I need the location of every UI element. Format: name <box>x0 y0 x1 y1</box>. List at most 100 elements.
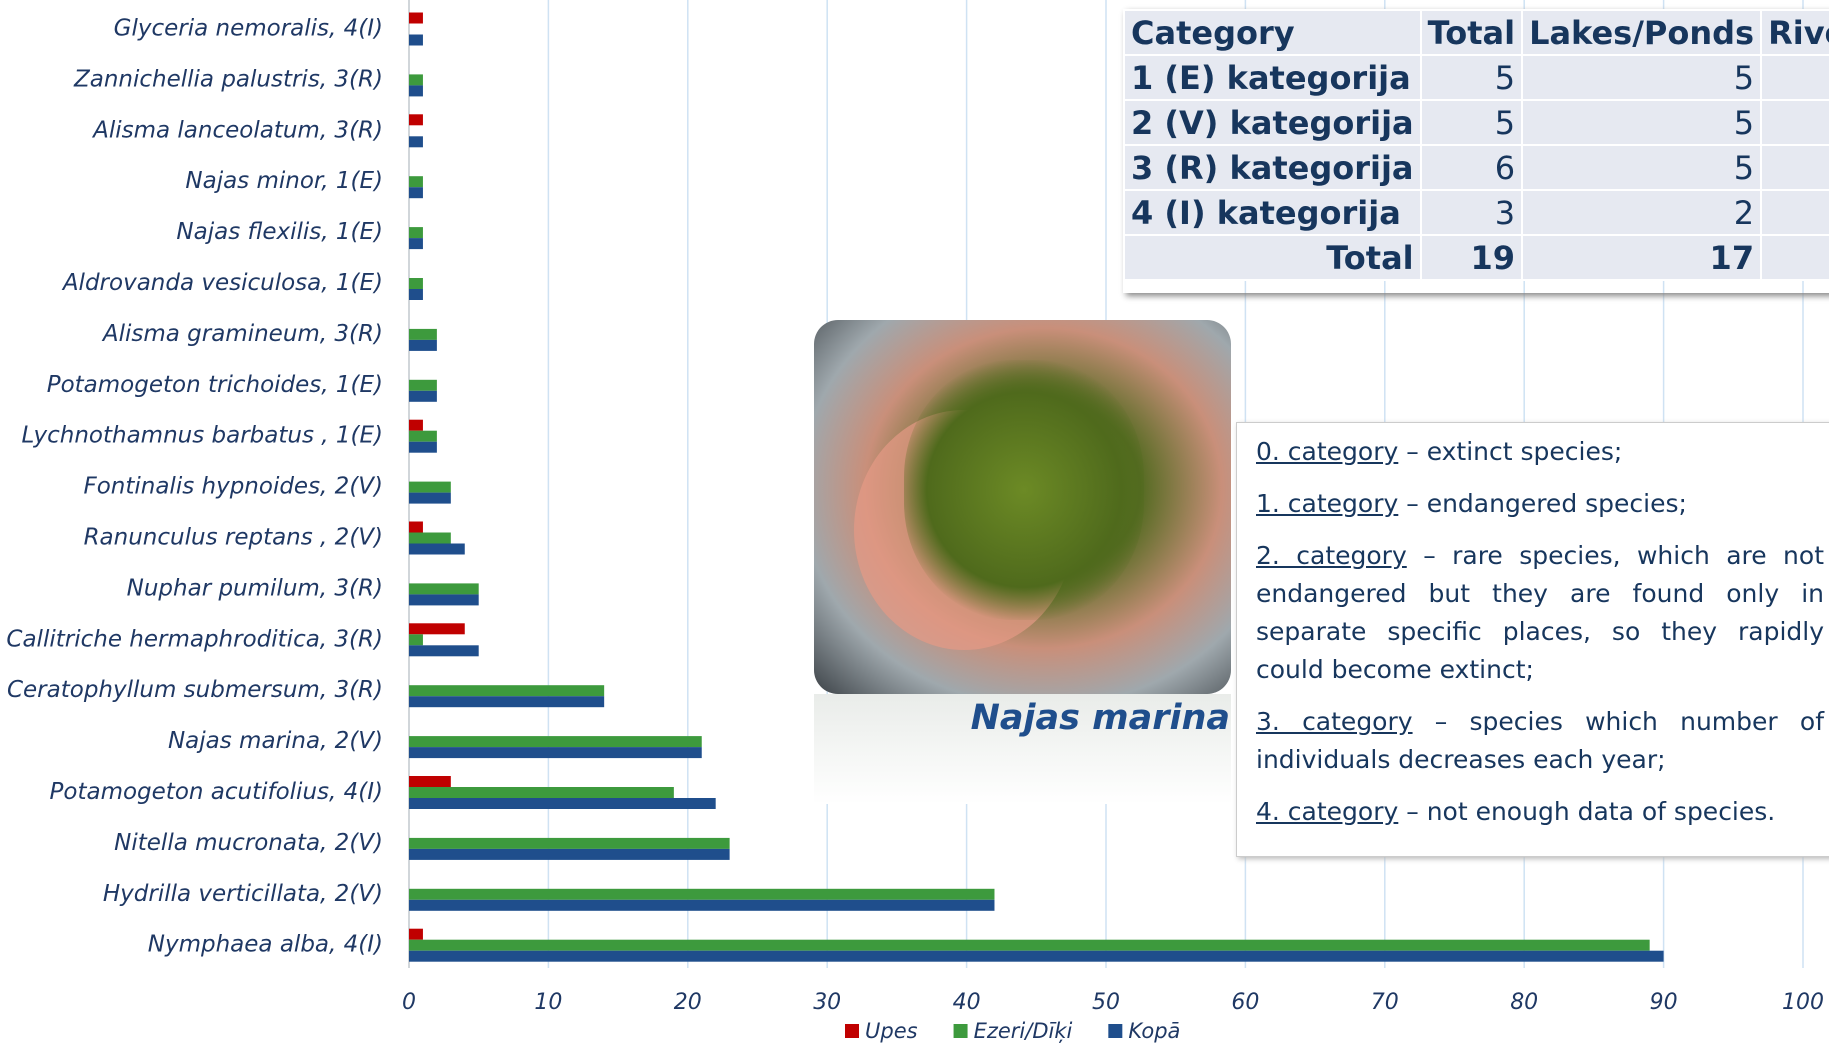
header-cell: Total <box>1419 9 1524 56</box>
bar <box>409 543 465 555</box>
note-text: – rare species, which are not endangered… <box>1256 541 1824 684</box>
bar <box>409 798 716 809</box>
y-tick-label: Fontinalis hypnoides, 2(V) <box>83 474 383 500</box>
bar <box>409 85 423 97</box>
bar <box>409 736 702 748</box>
note-term: 2. category <box>1256 541 1407 570</box>
bar <box>409 645 479 657</box>
category-notes: 0. category – extinct species; 1. categor… <box>1236 422 1829 857</box>
x-tick-label: 80 <box>1510 990 1538 1015</box>
x-tick-label: 50 <box>1092 990 1120 1015</box>
table-cell: 5 <box>1521 99 1763 146</box>
y-tick-label: Aldrovanda vesiculosa, 1(E) <box>61 270 383 296</box>
x-tick-label: 70 <box>1371 990 1399 1015</box>
table-cell: 2 (V) kategorija <box>1123 99 1422 146</box>
table-row: 3 (R) kategorija652 <box>1123 144 1829 191</box>
y-tick-label: Glyceria nemoralis, 4(I) <box>114 16 383 42</box>
table-cell: 5 <box>1419 54 1524 101</box>
bar <box>409 837 730 849</box>
bar <box>409 74 423 86</box>
y-tick-label: Potamogeton acutifolius, 4(I) <box>50 779 383 805</box>
bar <box>409 594 479 606</box>
note-text: – endangered species; <box>1406 489 1687 518</box>
y-tick-label: Najas flexilis, 1(E) <box>176 219 383 245</box>
header-cell: Lakes/Ponds <box>1521 9 1763 56</box>
note-text: – extinct species; <box>1406 437 1623 466</box>
photo-reflection <box>814 694 1231 804</box>
bar <box>409 521 423 533</box>
note-term: 4. category <box>1256 797 1399 826</box>
legend-label: Ezeri/Dīķi <box>974 1019 1073 1043</box>
bar <box>409 776 451 787</box>
bar <box>409 419 423 431</box>
table-cell: 2 <box>1760 144 1829 191</box>
table-cell: 5 <box>1521 54 1763 101</box>
legend-swatch <box>1108 1024 1123 1038</box>
table-row: Total19176 <box>1123 234 1829 281</box>
x-tick-label: 0 <box>402 990 416 1015</box>
table-cell: 19 <box>1419 234 1524 281</box>
x-tick-label: 60 <box>1231 990 1259 1015</box>
y-tick-label: Najas marina, 2(V) <box>168 728 383 754</box>
table-cell: 17 <box>1521 234 1763 281</box>
y-tick-label: Callitriche hermaphroditica, 3(R) <box>6 626 383 652</box>
bar <box>409 696 605 708</box>
bar <box>409 328 437 340</box>
table-cell: 3 <box>1760 189 1829 236</box>
note: 3. category – species which number of in… <box>1256 703 1824 779</box>
y-tick-label: Alisma gramineum, 3(R) <box>101 321 383 347</box>
header-cell: Rivers <box>1760 9 1829 56</box>
note-term: 1. category <box>1256 489 1399 518</box>
bar <box>409 481 451 493</box>
x-tick-label: 100 <box>1782 990 1824 1015</box>
table-cell: 5 <box>1521 144 1763 191</box>
y-tick-label: Potamogeton trichoides, 1(E) <box>47 372 383 398</box>
y-tick-label: Nuphar pumilum, 3(R) <box>127 575 383 601</box>
legend-swatch <box>845 1024 859 1038</box>
y-tick-label: Zannichellia palustris, 3(R) <box>73 66 383 92</box>
table-cell: Total <box>1123 234 1422 281</box>
x-tick-label: 20 <box>674 990 702 1015</box>
note: 4. category – not enough data of species… <box>1256 793 1824 831</box>
note-term: 3. category <box>1256 707 1413 736</box>
table-cell: 0 <box>1760 54 1829 101</box>
table-cell: 3 (R) kategorija <box>1123 144 1422 191</box>
table-cell: 5 <box>1419 99 1524 146</box>
legend-label: Upes <box>865 1019 918 1043</box>
photo <box>814 320 1231 694</box>
table-row: 4 (I) kategorija323 <box>1123 189 1829 236</box>
y-tick-label: Alisma lanceolatum, 3(R) <box>91 117 383 143</box>
header-cell: Category <box>1123 9 1422 56</box>
bar <box>409 583 479 595</box>
note: 2. category – rare species, which are no… <box>1256 537 1824 689</box>
bar <box>409 227 423 239</box>
bar <box>409 114 423 126</box>
bar <box>409 848 730 860</box>
bar <box>409 289 423 300</box>
x-tick-label: 90 <box>1650 990 1678 1015</box>
bar <box>409 492 451 504</box>
bar <box>409 379 437 391</box>
table-cell: 1 <box>1760 99 1829 146</box>
bar <box>409 278 423 289</box>
bar <box>409 532 451 544</box>
legend-label: Kopā <box>1128 1019 1180 1043</box>
bar <box>409 950 1664 962</box>
note: 0. category – extinct species; <box>1256 433 1824 471</box>
table-cell: 1 (E) kategorija <box>1123 54 1422 101</box>
y-tick-label: Hydrilla verticillata, 2(V) <box>103 881 383 907</box>
table-row: 2 (V) kategorija551 <box>1123 99 1829 146</box>
bar <box>409 928 423 940</box>
bar <box>409 787 674 798</box>
table-cell: 6 <box>1419 144 1524 191</box>
bar <box>409 747 702 759</box>
table-cell: 2 <box>1521 189 1763 236</box>
y-tick-label: Ranunculus reptans , 2(V) <box>84 525 383 551</box>
bar <box>409 34 423 46</box>
bar <box>409 939 1650 951</box>
note-term: 0. category <box>1256 437 1399 466</box>
x-tick-label: 30 <box>813 990 841 1015</box>
